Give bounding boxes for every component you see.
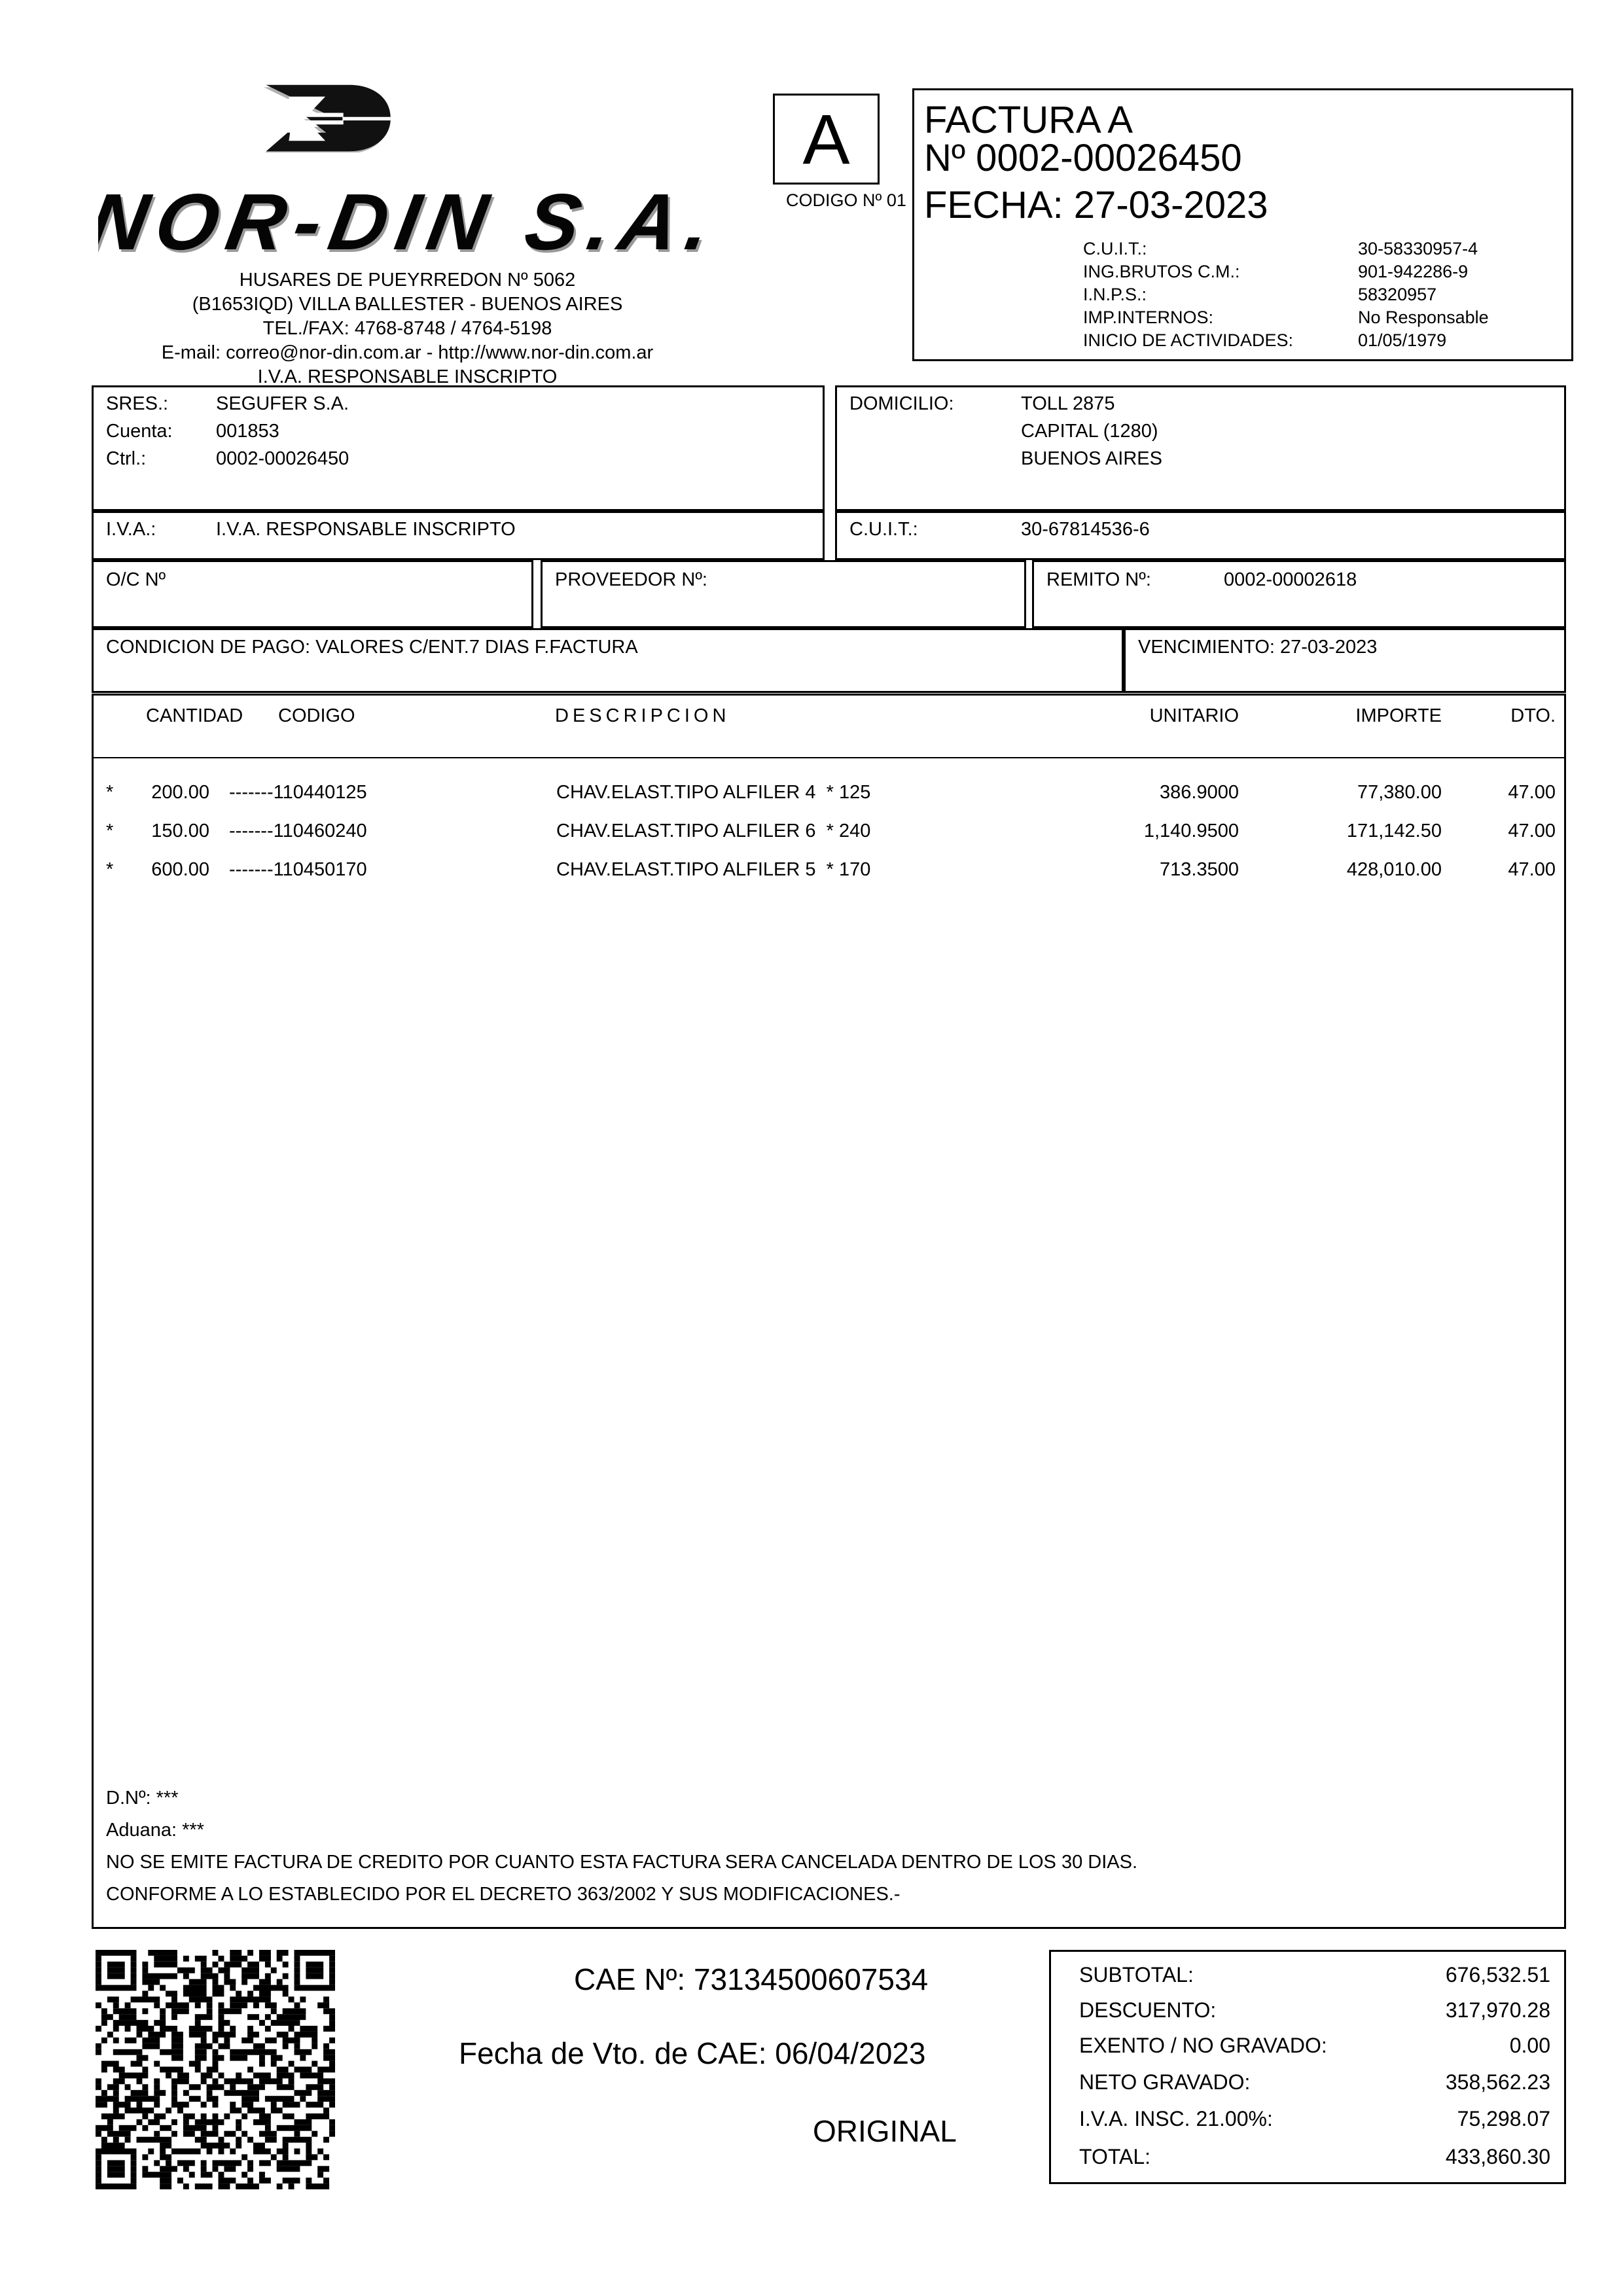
svg-text:NOR-DIN S.A.: NOR-DIN S.A. — [98, 188, 726, 267]
